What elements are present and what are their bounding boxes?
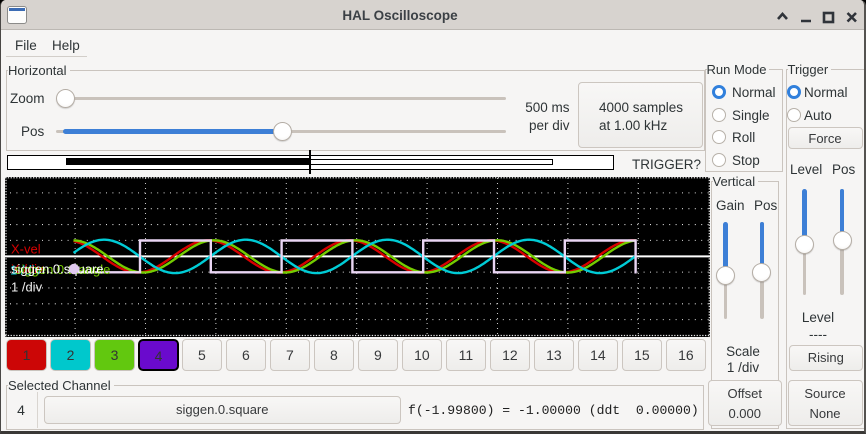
- svg-text:X /div: X /div: [11, 261, 44, 276]
- svg-text:siggen.0.square: siggen.0.square: [11, 261, 104, 276]
- svg-text:X-vel: X-vel: [11, 241, 41, 256]
- svg-text:1 /div: 1 /div: [10, 262, 42, 277]
- svg-text:siggen.0.triangle: siggen.0.triangle: [15, 262, 110, 277]
- svg-text:1 /div: 1 /div: [11, 279, 43, 294]
